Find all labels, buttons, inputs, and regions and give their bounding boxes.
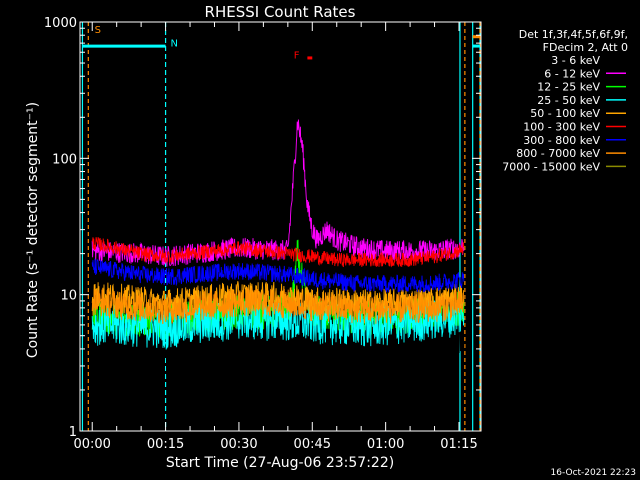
segment-label-f: F [294, 50, 300, 61]
plot-frame [79, 21, 482, 432]
legend-label: 3 - 6 keV [551, 54, 600, 67]
segment-label-s: S [95, 25, 101, 36]
series-line-7 [91, 288, 465, 325]
series-line-6 [91, 258, 465, 293]
legend-label: 800 - 7000 keV [516, 147, 600, 160]
axes [79, 21, 482, 432]
legend-label: 6 - 12 keV [544, 67, 600, 80]
x-tick-label: 00:30 [220, 437, 257, 452]
y-axis-label: Count Rate (s⁻¹ detector segment⁻¹) [25, 102, 41, 358]
legend-header-line: FDecim 2, Att 0 [543, 41, 628, 54]
x-tick-label: 01:15 [440, 437, 477, 452]
x-axis-label: Start Time (27-Aug-06 23:57:22) [166, 455, 394, 471]
series-line-1 [91, 119, 465, 267]
chart-title: RHESSI Count Rates [205, 3, 356, 21]
legend: Det 1f,3f,4f,5f,6f,9f,FDecim 2, Att 03 -… [502, 28, 628, 173]
series-lines [91, 119, 465, 390]
x-tick-label: 00:45 [294, 437, 331, 452]
legend-label: 25 - 50 keV [537, 94, 600, 107]
legend-label: 7000 - 15000 keV [502, 160, 600, 173]
x-tick-label: 00:15 [147, 437, 184, 452]
x-tick-label: 01:00 [367, 437, 404, 452]
y-tick-label: 100 [52, 152, 77, 167]
segment-label-n: N [170, 39, 177, 50]
y-tick-label: 1000 [44, 16, 77, 31]
legend-label: 12 - 25 keV [537, 81, 600, 94]
tick-marks: 1 10 100 1000 00:00 00:15 00:30 00:45 01:00 01:15 [44, 16, 481, 452]
y-tick-label: 10 [60, 289, 77, 304]
legend-header-line: Det 1f,3f,4f,5f,6f,9f, [519, 28, 628, 41]
segment-bars: S N F [82, 25, 480, 61]
legend-label: 300 - 800 keV [523, 134, 600, 147]
shaded-regions [81, 22, 481, 431]
legend-label: 100 - 300 keV [523, 121, 600, 134]
series-line-5 [91, 237, 465, 268]
legend-label: 50 - 100 keV [530, 107, 600, 120]
date-stamp: 16-Oct-2021 22:23 [551, 468, 636, 478]
x-tick-label: 00:00 [73, 437, 110, 452]
y-tick-label: 1 [69, 425, 77, 440]
